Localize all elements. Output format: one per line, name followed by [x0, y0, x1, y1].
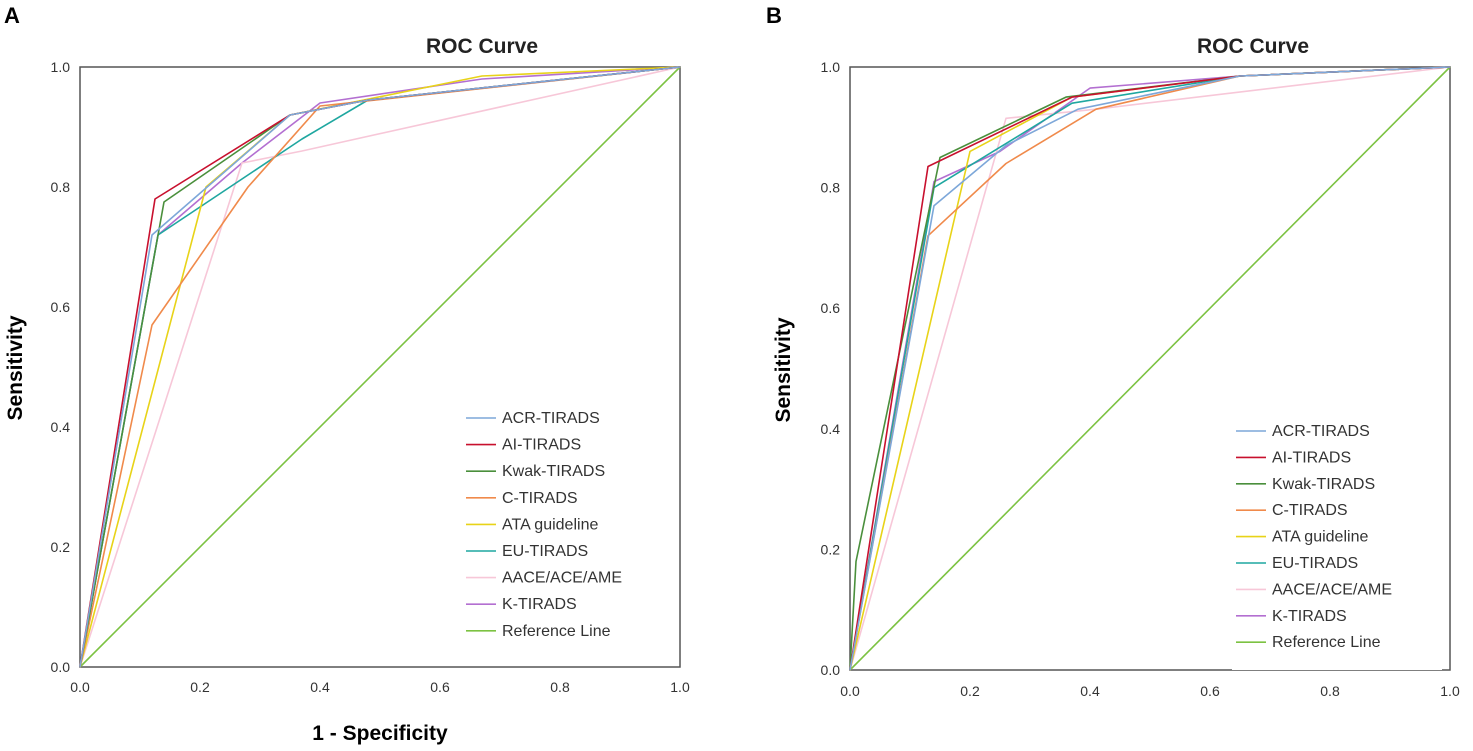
x-tick-label: 0.2 — [190, 679, 210, 695]
legend-label: Reference Line — [1272, 634, 1381, 651]
legend-label: ACR-TIRADS — [502, 410, 600, 427]
legend-label: AACE/ACE/AME — [502, 570, 622, 587]
y-tick-label: 0.8 — [821, 180, 841, 196]
x-tick-label: 0.6 — [430, 679, 450, 695]
legend-label: AACE/ACE/AME — [1272, 581, 1392, 598]
legend-label: AI-TIRADS — [1272, 449, 1351, 466]
y-tick-label: 0.8 — [51, 179, 71, 195]
series-line-acr-tirads-b — [849, 66, 1451, 671]
y-tick-label: 1.0 — [51, 59, 71, 75]
series-line-aace-ace-ame-b — [849, 66, 1451, 671]
y-tick-label: 0.0 — [51, 659, 71, 675]
legend-label: ATA guideline — [502, 516, 598, 533]
legend-label: K-TIRADS — [1272, 608, 1347, 625]
y-tick-label: 0.2 — [51, 539, 71, 555]
x-tick-label: 0.4 — [1080, 683, 1100, 699]
legend-label: K-TIRADS — [502, 596, 577, 613]
legend-label: ATA guideline — [1272, 529, 1368, 546]
legend-label: EU-TIRADS — [502, 543, 588, 560]
y-tick-label: 0.0 — [821, 662, 841, 678]
x-tick-label: 1.0 — [670, 679, 690, 695]
panel-b: B ROC Curve 0.0 0.2 0.4 0.6 0.8 1.0 0.0 0.2 0.4… — [766, 3, 1460, 699]
legend-b: ACR-TIRADS AI-TIRADS Kwak-TIRADS C-TIRADS AT… — [1236, 423, 1392, 651]
legend-box-a — [462, 408, 672, 660]
series-line-aace-ace-ame-a — [79, 66, 681, 668]
y-axis-label-b: Sensitivity — [772, 317, 795, 422]
y-tick-label: 0.4 — [51, 419, 71, 435]
series-line-acr-tirads-a — [79, 66, 681, 668]
legend-box-b — [1232, 422, 1442, 670]
x-tick-label: 0.8 — [550, 679, 570, 695]
series-lines-b — [849, 66, 1451, 671]
chart-title-b: ROC Curve — [1197, 35, 1309, 58]
y-tick-label: 1.0 — [821, 59, 841, 75]
panel-letter-b: B — [766, 3, 782, 28]
y-tick-label: 0.4 — [821, 421, 841, 437]
legend-label: ACR-TIRADS — [1272, 423, 1370, 440]
legend-a: ACR-TIRADS AI-TIRADS Kwak-TIRADS C-TIRADS AT… — [466, 410, 622, 640]
x-tick-label: 0.0 — [70, 679, 90, 695]
y-ticks-b: 0.0 0.2 0.4 0.6 0.8 1.0 — [821, 59, 841, 678]
legend-label: AI-TIRADS — [502, 437, 581, 454]
x-tick-label: 0.6 — [1200, 683, 1220, 699]
chart-title-a: ROC Curve — [426, 35, 538, 58]
panel-letter-a: A — [4, 3, 20, 28]
legend-label: Reference Line — [502, 623, 611, 640]
legend-label: Kwak-TIRADS — [1272, 476, 1375, 493]
y-tick-label: 0.6 — [51, 299, 71, 315]
x-tick-label: 0.4 — [310, 679, 330, 695]
y-axis-label-a: Sensitivity — [4, 315, 27, 420]
series-line-reference-line-b — [849, 66, 1451, 671]
y-tick-label: 0.2 — [821, 541, 841, 557]
x-tick-label: 1.0 — [1440, 683, 1460, 699]
y-tick-label: 0.6 — [821, 300, 841, 316]
series-line-reference-line-a — [79, 66, 681, 668]
legend-label: Kwak-TIRADS — [502, 463, 605, 480]
legend-label: EU-TIRADS — [1272, 555, 1358, 572]
x-ticks-b: 0.0 0.2 0.4 0.6 0.8 1.0 — [840, 683, 1460, 699]
legend-label: C-TIRADS — [502, 490, 578, 507]
x-tick-label: 0.2 — [960, 683, 980, 699]
x-ticks-a: 0.0 0.2 0.4 0.6 0.8 1.0 — [70, 679, 690, 695]
y-ticks-a: 0.0 0.2 0.4 0.6 0.8 1.0 — [51, 59, 71, 675]
series-lines-a — [79, 66, 681, 668]
panel-a: A ROC Curve 0.0 0.2 0.4 0.6 0.8 1.0 0.0 0.2 0.4… — [4, 3, 690, 745]
legend-label: C-TIRADS — [1272, 502, 1348, 519]
x-tick-label: 0.0 — [840, 683, 860, 699]
x-axis-label-a: 1 - Specificity — [312, 722, 448, 745]
x-tick-label: 0.8 — [1320, 683, 1340, 699]
